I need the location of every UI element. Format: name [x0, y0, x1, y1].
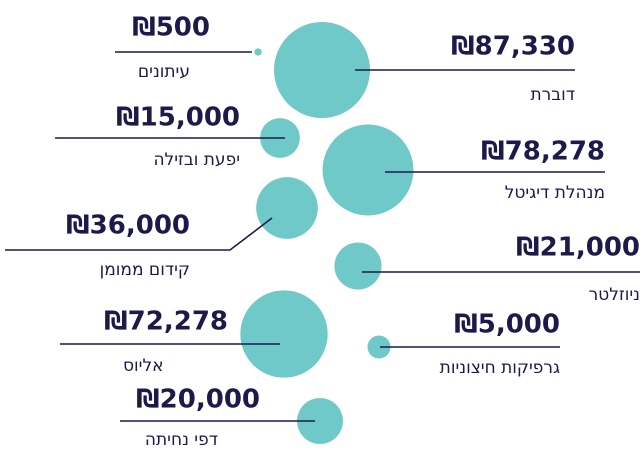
value-label: ₪500	[132, 13, 210, 43]
value-label: ₪15,000	[116, 103, 240, 133]
bubble	[240, 290, 328, 378]
category-label: גרפיקות חיצוניות	[440, 358, 560, 378]
category-label: דוברת	[530, 85, 575, 105]
category-label: דפי נחיתה	[145, 430, 218, 450]
value-label: ₪20,000	[136, 385, 260, 415]
value-label: ₪36,000	[66, 211, 190, 241]
bubble	[256, 177, 318, 239]
bubble	[297, 398, 343, 444]
category-label: אליוס	[123, 356, 164, 376]
bubble	[367, 335, 391, 359]
value-label: ₪5,000	[454, 310, 560, 340]
value-label: ₪72,278	[104, 307, 228, 337]
bubble	[254, 48, 262, 56]
category-label: יפעת ובזילה	[153, 150, 240, 170]
leader-line	[5, 217, 273, 251]
category-label: עיתונים	[138, 62, 190, 82]
category-label: מנהלת דיגיטל	[505, 183, 605, 203]
bubble	[322, 124, 414, 216]
bubble	[274, 22, 370, 118]
category-label: ניוזלטר	[589, 285, 640, 305]
value-label: ₪21,000	[516, 233, 640, 263]
category-label: קידום ממומן	[100, 260, 190, 280]
value-label: ₪78,278	[481, 137, 605, 167]
value-label: ₪87,330	[451, 32, 575, 62]
bubble	[334, 242, 382, 290]
